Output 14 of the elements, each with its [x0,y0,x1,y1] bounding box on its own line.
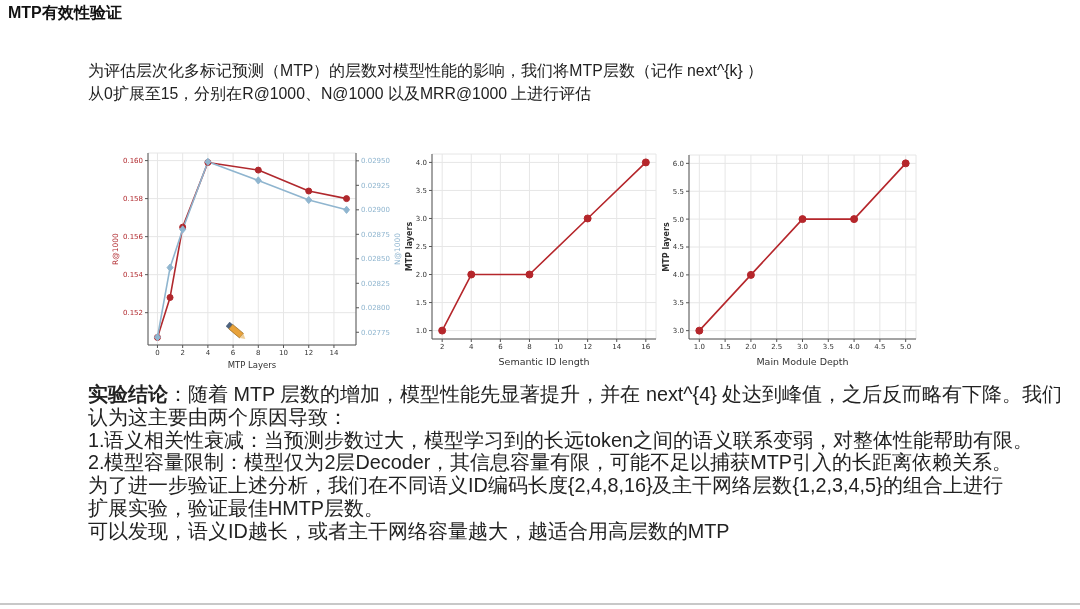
text: 为评估层次化多标记预测（MTP）的层数对模型性能的影响，我们将MTP层数（记作 next^{k} ） [88,61,765,81]
text: 2.模型容量限制：模型仅为2层Decoder，其信息容量有限，可能不足以捕获MTP引入的长距离依赖关系。 [88,451,1014,475]
x-axis-title: Main Module Depth [756,356,849,367]
text: MTP有效性验证 [8,3,122,23]
y-axis-title: MTP layers [661,222,671,272]
text: 为了进一步验证上述分析，我们在不同语义ID编码长度{2,4,8,16}及主干网络层数{1,2,3,4,5}的组合上进行 [88,474,1004,497]
y-axis-title: MTP layers [404,221,414,272]
text: 1.语义相关性衰减：当预测步数过大，模型学习到的长远token之间的语义联系变弱，对整体性能帮助有限。 [88,428,1034,452]
x-axis-title: MTP Layers [227,360,277,370]
text: 扩展实验，验证最佳HMTP层数。 [88,496,386,520]
text: 实验结论：随着 MTP 层数的增加，模型性能先显著提升，并在 next^{4} 处达到峰值，之后反而略有下降。我们认为这主要由两个原因导致： [88,383,1063,429]
text: 可以发现，语义ID越长，或者主干网络容量越大，越适合用高层数的MTP [88,519,731,543]
text: 从0扩展至15，分别在R@1000、N@1000 以及MRR@1000 上进行评估 [88,84,593,104]
x-axis-title: Semantic ID length [498,356,590,367]
